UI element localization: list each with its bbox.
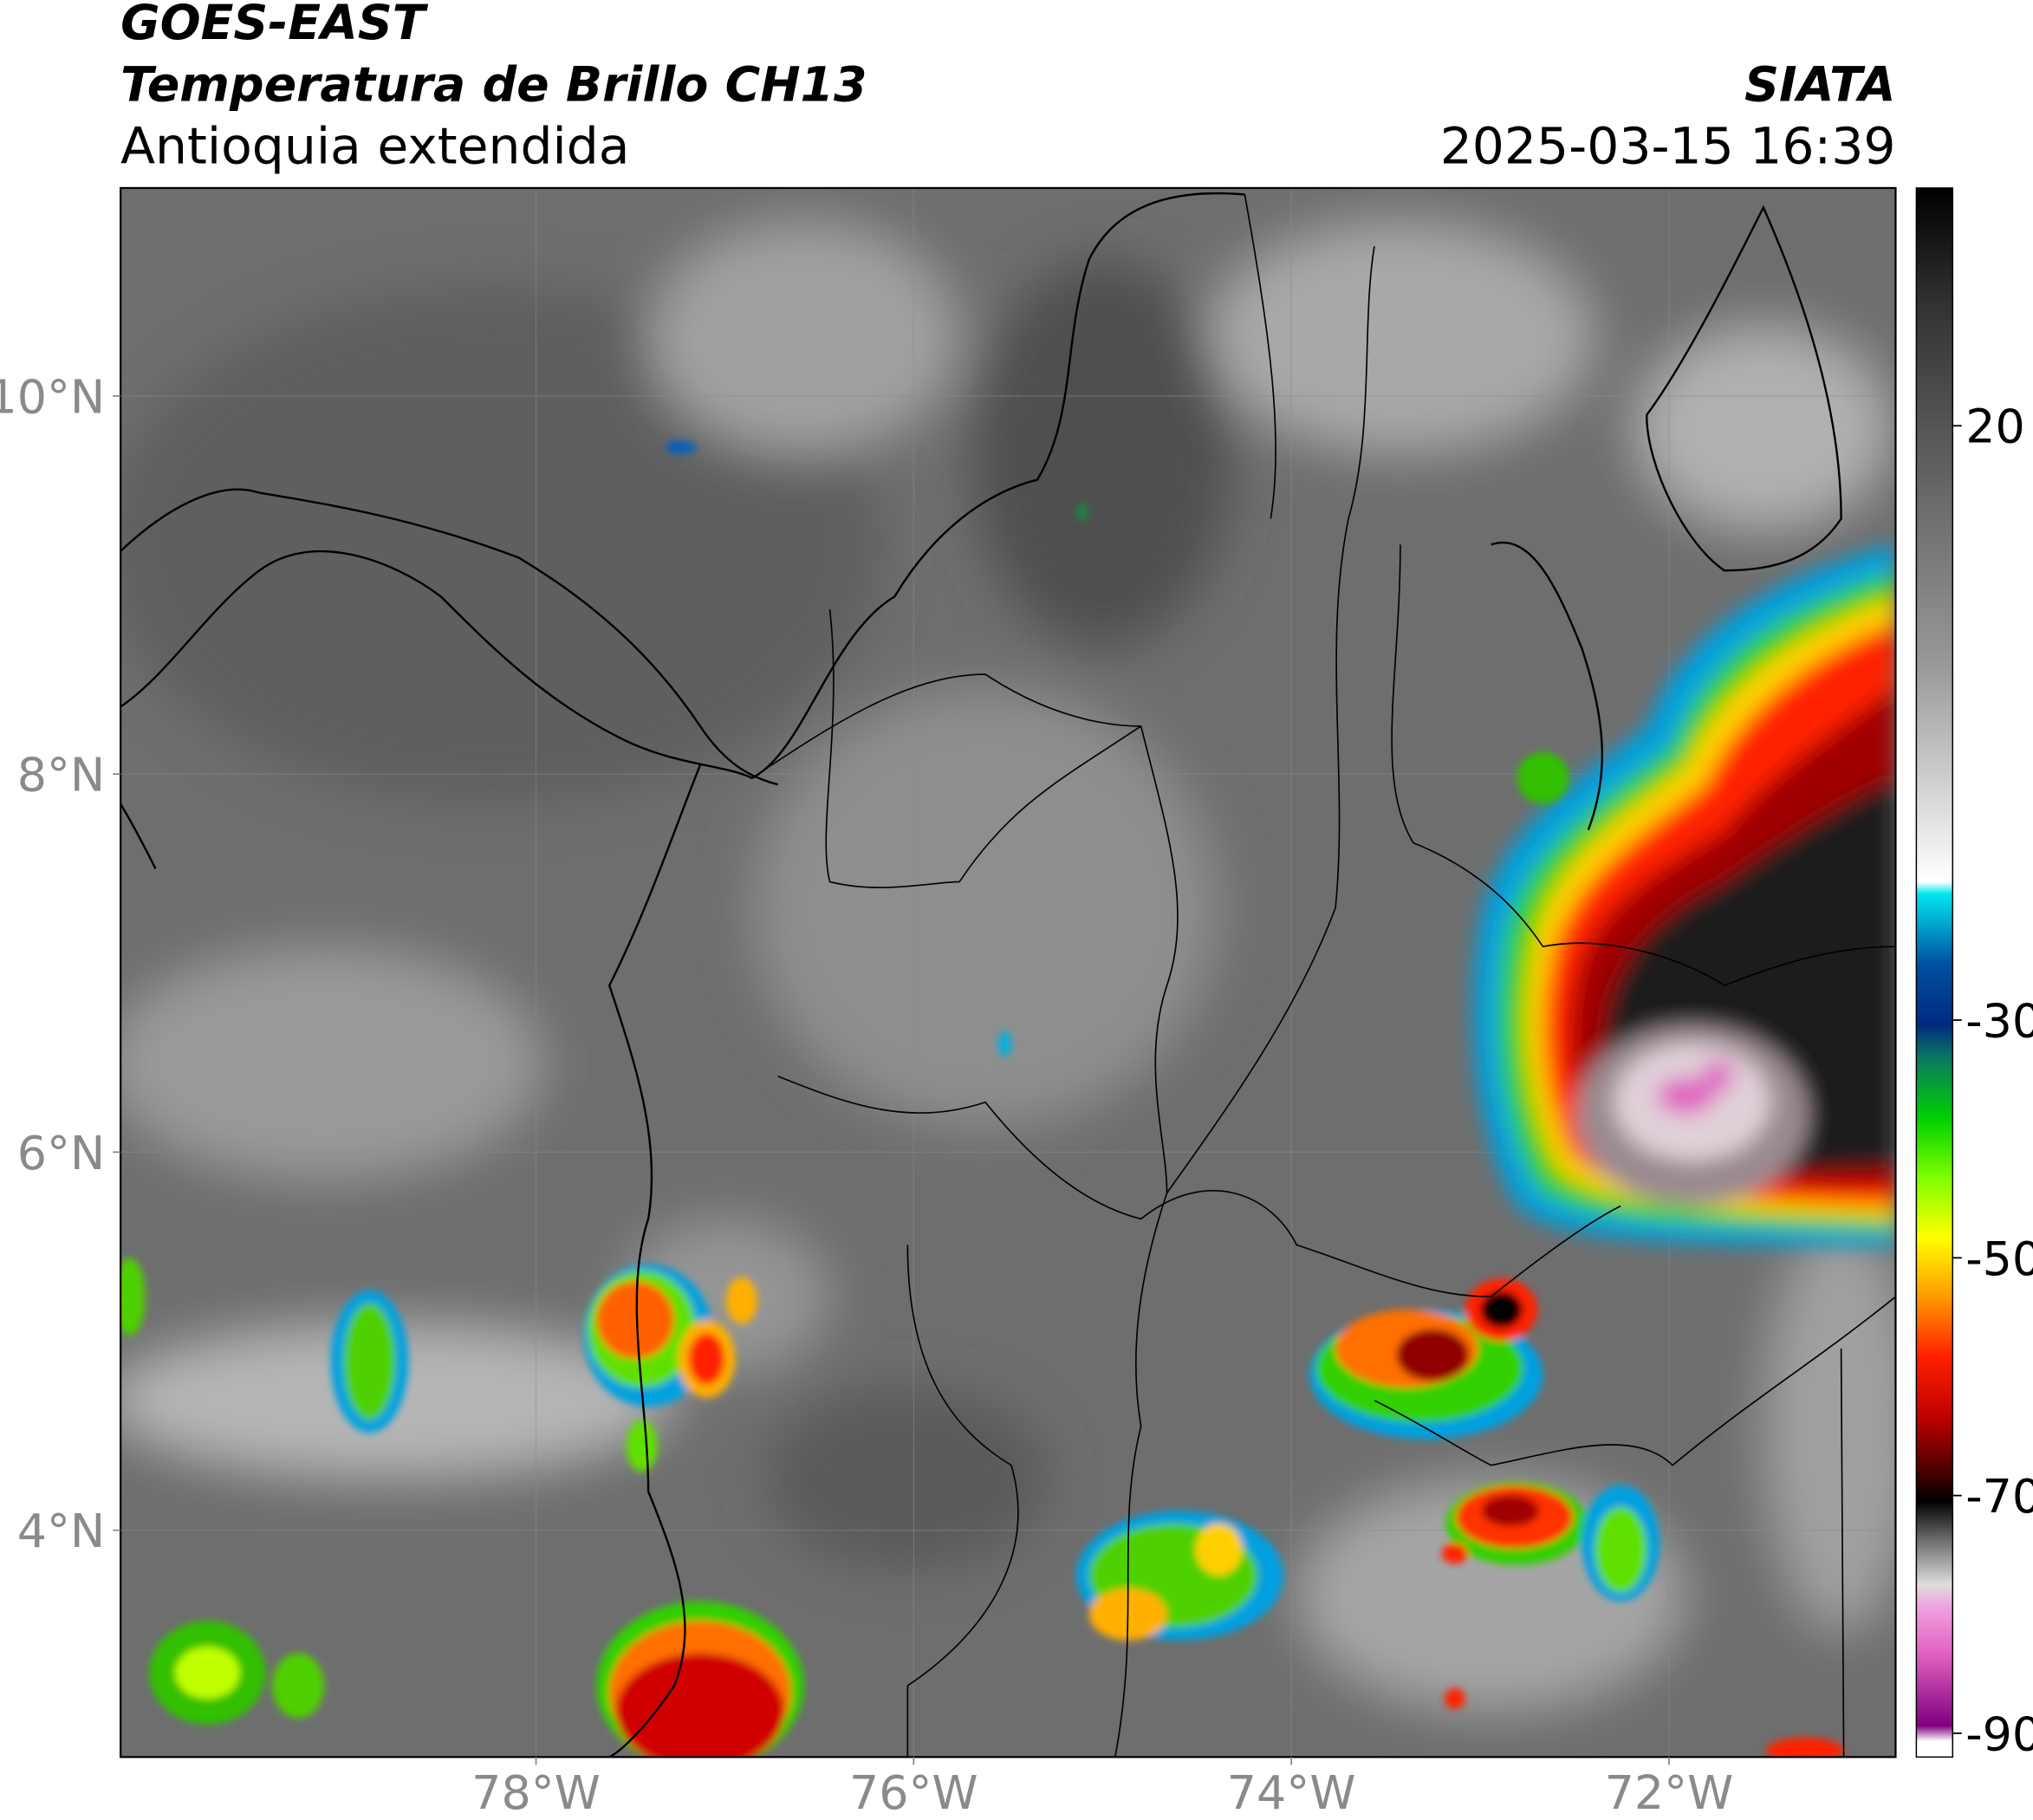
- title: GOES-EAST: [120, 0, 429, 51]
- colorbar-tick-label: -50: [1965, 1232, 2033, 1286]
- y-tick-label: 6°N: [17, 1126, 106, 1180]
- coastlines-borders: [120, 192, 1896, 1758]
- y-tick-label: 8°N: [17, 748, 106, 803]
- map-image: [120, 187, 1896, 1758]
- x-tick-label: 74°W: [1227, 1765, 1356, 1820]
- axis-ticks: 78°W 76°W 74°W 72°W 4°N 6°N 8°N 10°N 20 -30 -50 -70…: [0, 369, 2033, 1820]
- storms-scattered: [120, 440, 1844, 1758]
- colorbar-tick-label: -70: [1965, 1469, 2033, 1524]
- x-tick-label: 76°W: [849, 1765, 978, 1820]
- x-tick-label: 72°W: [1605, 1765, 1734, 1820]
- y-tick-label: 4°N: [17, 1504, 106, 1558]
- colorbar-tick-label: 20: [1965, 400, 2025, 454]
- x-tick-label: 78°W: [471, 1765, 601, 1820]
- y-tick-label: 10°N: [0, 369, 105, 424]
- map-frame: [120, 186, 1897, 1758]
- colorbar-tick-label: -30: [1965, 993, 2033, 1048]
- colorbar: [1915, 187, 1954, 1758]
- storm-east: [1473, 544, 1896, 1245]
- subtitle: Temperatura de Brillo CH13: [120, 58, 867, 114]
- source: SIATA: [1744, 58, 1895, 114]
- datetime: 2025-03-15 16:39: [1440, 117, 1896, 176]
- colorbar-tick-label: -90: [1965, 1706, 2033, 1761]
- region: Antioquia extendida: [120, 117, 629, 176]
